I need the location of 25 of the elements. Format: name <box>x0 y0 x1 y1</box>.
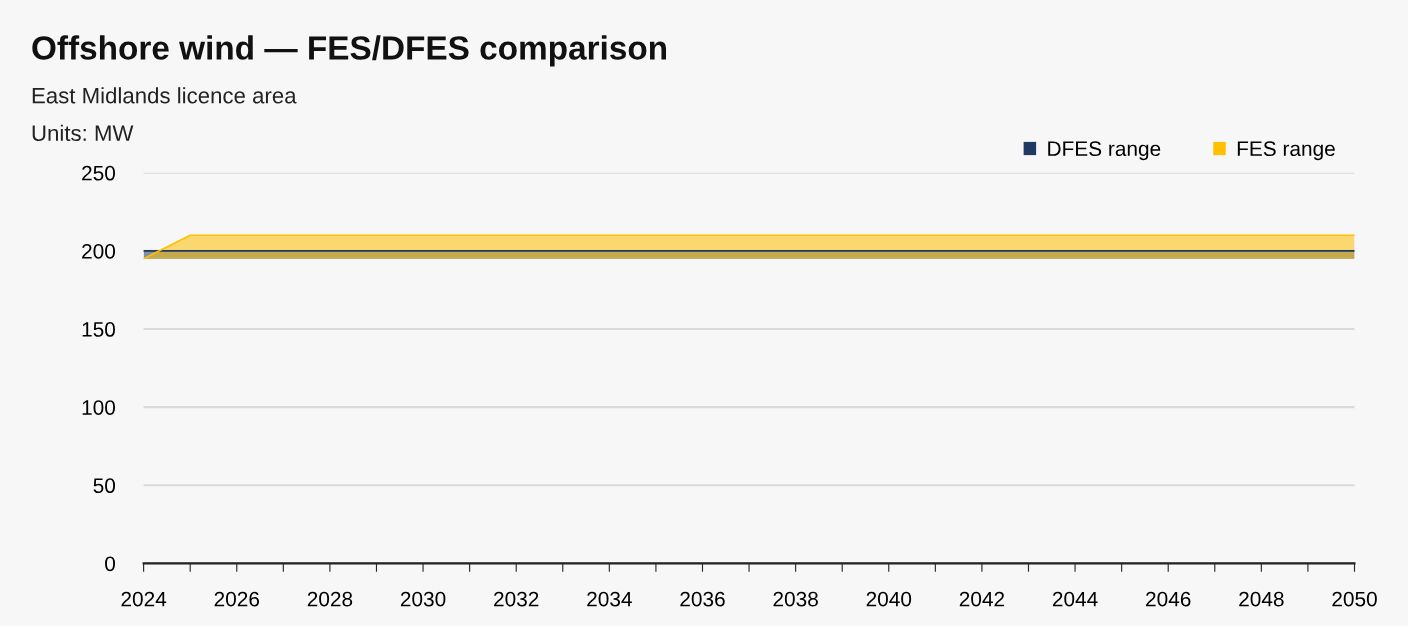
x-tick-label: 2024 <box>121 591 167 607</box>
x-tick-label: 2034 <box>587 591 632 607</box>
x-tick-label: 2042 <box>959 591 1005 607</box>
y-axis-title: Units: MW <box>32 124 134 142</box>
x-tick-label: 2026 <box>214 591 260 607</box>
y-tick-label: 100 <box>82 400 116 415</box>
y-tick-label: 150 <box>82 322 116 337</box>
x-tick-label: 2048 <box>1239 591 1284 607</box>
y-tick-label: 0 <box>105 556 116 572</box>
x-tick-label: 2032 <box>494 591 539 607</box>
x-tick-label: 2038 <box>773 591 818 607</box>
x-tick-label: 2040 <box>866 591 912 607</box>
chart-subtitle: East Midlands licence area <box>32 87 297 104</box>
x-tick-label: 2044 <box>1052 591 1098 607</box>
y-tick-label: 250 <box>82 165 116 181</box>
x-tick-label: 2046 <box>1146 591 1191 607</box>
x-tick-label: 2050 <box>1332 591 1377 607</box>
x-tick-label: 2036 <box>680 591 725 607</box>
chart-title: Offshore wind — FES/DFES comparison <box>32 35 667 67</box>
legend-label: DFES range <box>1048 141 1161 161</box>
legend-label: FES range <box>1237 141 1335 161</box>
y-tick-label: 200 <box>82 243 116 259</box>
y-tick-label: 50 <box>93 478 116 494</box>
x-tick-label: 2030 <box>400 591 446 607</box>
x-tick-label: 2028 <box>307 591 353 607</box>
